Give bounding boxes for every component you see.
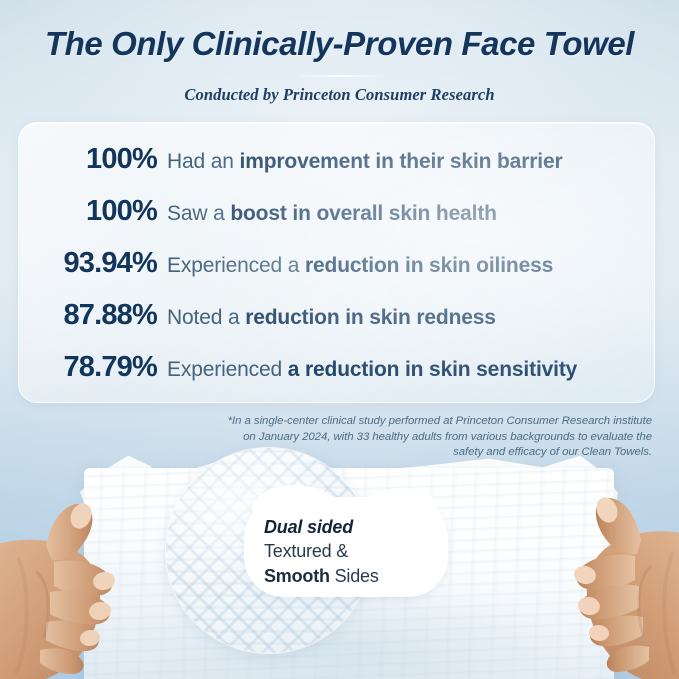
- stats-list: 100% Had an improvement in their skin ba…: [19, 123, 654, 402]
- page-subtitle: Conducted by Princeton Consumer Research: [184, 85, 495, 104]
- callout-heading: Dual sided: [264, 517, 354, 537]
- left-hand: [0, 503, 115, 679]
- page-title: The Only Clinically-Proven Face Towel: [44, 25, 635, 62]
- stat-emphasis: improvement in their skin barrier: [239, 150, 563, 173]
- stat-percent: 100%: [86, 195, 158, 227]
- stat-row: 87.88% Noted a reduction in skin redness: [19, 298, 654, 342]
- study-footnote: *In a single-center clinical study perfo…: [227, 415, 652, 459]
- stat-percent: 78.79%: [63, 351, 157, 383]
- stat-emphasis: boost in overall skin health: [230, 202, 497, 225]
- stat-description: Experienced a reduction in skin sensitiv…: [167, 353, 577, 387]
- title-divider: [295, 75, 384, 77]
- callout-line-textured: Textured &: [264, 541, 349, 561]
- stat-lead: Experienced: [167, 358, 288, 381]
- stat-description: Had an improvement in their skin barrier: [167, 145, 563, 179]
- callout-smooth-rest: Sides: [334, 566, 379, 586]
- stat-lead: Experienced a: [167, 254, 305, 277]
- stat-lead: Noted a: [167, 306, 246, 329]
- stat-emphasis: a reduction in skin sensitivity: [287, 358, 578, 381]
- stat-row: 100% Saw a boost in overall skin health: [19, 194, 654, 238]
- stat-description: Saw a boost in overall skin health: [167, 197, 497, 231]
- stat-percent: 100%: [86, 143, 158, 175]
- stat-lead: Saw a: [167, 202, 231, 225]
- callout-text: Dual sided Textured & Smooth Sides: [264, 515, 444, 589]
- stat-emphasis: reduction in skin redness: [245, 306, 496, 329]
- stat-emphasis: reduction in skin oiliness: [305, 254, 554, 277]
- stat-row: 78.79% Experienced a reduction in skin s…: [19, 350, 654, 394]
- callout-bubble: [244, 485, 448, 597]
- right-hand: [574, 497, 679, 679]
- stat-description: Noted a reduction in skin redness: [167, 301, 496, 335]
- stats-card: 100% Had an improvement in their skin ba…: [18, 122, 655, 403]
- stat-lead: Had an: [167, 150, 240, 173]
- callout-smooth-bold: Smooth: [264, 566, 335, 586]
- stat-description: Experienced a reduction in skin oiliness: [167, 249, 553, 283]
- stat-row: 93.94% Experienced a reduction in skin o…: [19, 246, 654, 290]
- stat-row: 100% Had an improvement in their skin ba…: [19, 142, 654, 186]
- stat-percent: 93.94%: [63, 247, 157, 279]
- stat-percent: 87.88%: [63, 299, 157, 331]
- product-photo: Dual sided Textured & Smooth Sides: [0, 430, 679, 679]
- callout-line-smooth: Smooth Sides: [264, 564, 444, 589]
- dual-sided-callout: Dual sided Textured & Smooth Sides: [244, 485, 448, 597]
